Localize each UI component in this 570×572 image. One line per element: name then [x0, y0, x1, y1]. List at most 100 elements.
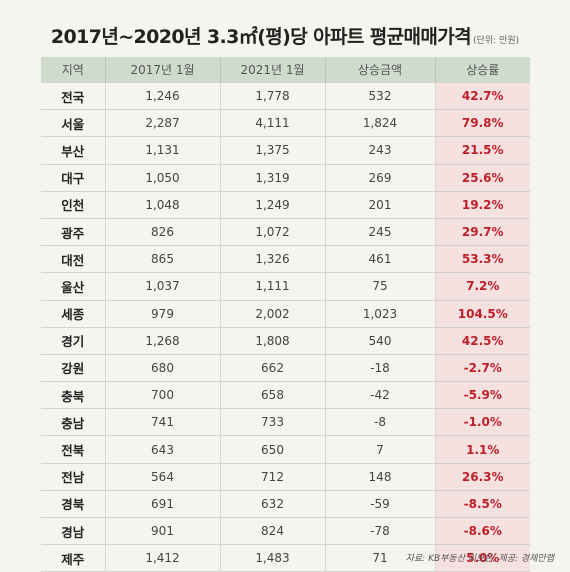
increase-amount-cell: 1,824	[325, 109, 436, 138]
table-row: 경북 691 632 -59 -8.5%	[41, 490, 530, 519]
region-cell: 전북	[41, 435, 106, 464]
table-row: 전북 643 650 7 1.1%	[41, 435, 530, 464]
increase-amount-cell: 532	[325, 81, 436, 111]
increase-rate-cell: 1.1%	[435, 435, 530, 464]
price-2021-cell: 632	[220, 490, 326, 519]
increase-rate-cell: 42.5%	[435, 327, 530, 355]
region-cell: 제주	[41, 544, 106, 572]
price-2017-cell: 1,412	[105, 544, 221, 572]
table-row: 경기 1,268 1,808 540 42.5%	[41, 327, 530, 355]
price-2021-cell: 1,111	[220, 272, 326, 301]
price-2021-cell: 662	[220, 354, 326, 383]
increase-amount-cell: -8	[325, 408, 436, 437]
page-title: 2017년~2020년 3.3㎡(평)당 아파트 평균매매가격 (단위: 만원)	[0, 22, 570, 49]
price-2021-cell: 1,778	[220, 81, 326, 111]
increase-amount-cell: -42	[325, 381, 436, 410]
table-row: 충남 741 733 -8 -1.0%	[41, 408, 530, 437]
price-2021-cell: 1,319	[220, 164, 326, 192]
price-2017-cell: 826	[105, 218, 221, 247]
increase-rate-cell: 21.5%	[435, 136, 530, 165]
price-2021-cell: 1,326	[220, 245, 326, 274]
increase-rate-cell: -8.5%	[435, 490, 530, 519]
table-row: 경남 901 824 -78 -8.6%	[41, 517, 530, 546]
price-2021-cell: 658	[220, 381, 326, 410]
price-2021-cell: 1,072	[220, 218, 326, 247]
table-header: 지역 2017년 1월 2021년 1월 상승금액 상승률	[41, 57, 530, 83]
table-row: 광주 826 1,072 245 29.7%	[41, 218, 530, 247]
region-cell: 전남	[41, 463, 106, 491]
table-row: 전남 564 712 148 26.3%	[41, 463, 530, 491]
increase-rate-cell: 104.5%	[435, 300, 530, 328]
increase-rate-cell: 79.8%	[435, 109, 530, 138]
increase-rate-cell: 19.2%	[435, 191, 530, 219]
increase-rate-cell: -8.6%	[435, 517, 530, 546]
table-row: 충북 700 658 -42 -5.9%	[41, 381, 530, 410]
price-2017-cell: 901	[105, 517, 221, 546]
increase-amount-cell: -78	[325, 517, 436, 546]
header-increase-amount: 상승금액	[325, 57, 436, 83]
table-row: 인천 1,048 1,249 201 19.2%	[41, 191, 530, 219]
price-2017-cell: 1,048	[105, 191, 221, 219]
header-2021: 2021년 1월	[220, 57, 326, 83]
source-note: 자료: KB부동산 리브온, 제공: 경제만랩	[405, 554, 554, 564]
increase-rate-cell: 53.3%	[435, 245, 530, 274]
price-table: 지역 2017년 1월 2021년 1월 상승금액 상승률 전국 1,246 1,7…	[41, 57, 530, 572]
increase-amount-cell: 75	[325, 272, 436, 301]
price-2021-cell: 1,483	[220, 544, 326, 572]
increase-amount-cell: 201	[325, 191, 436, 219]
increase-amount-cell: 243	[325, 136, 436, 165]
increase-amount-cell: 269	[325, 164, 436, 192]
region-cell: 대구	[41, 164, 106, 192]
price-2021-cell: 824	[220, 517, 326, 546]
header-row: 지역 2017년 1월 2021년 1월 상승금액 상승률	[41, 57, 530, 83]
price-2017-cell: 865	[105, 245, 221, 274]
price-2017-cell: 643	[105, 435, 221, 464]
price-2021-cell: 650	[220, 435, 326, 464]
title-main: 2017년~2020년 3.3㎡(평)당 아파트 평균매매가격	[50, 26, 472, 48]
table-body: 전국 1,246 1,778 532 42.7% 서울 2,287 4,111 1,824 79.…	[41, 81, 530, 572]
region-cell: 경남	[41, 517, 106, 546]
table-row: 세종 979 2,002 1,023 104.5%	[41, 300, 530, 328]
table-row: 대구 1,050 1,319 269 25.6%	[41, 164, 530, 192]
region-cell: 충북	[41, 381, 106, 410]
price-2021-cell: 4,111	[220, 109, 326, 138]
price-2017-cell: 700	[105, 381, 221, 410]
header-2017: 2017년 1월	[105, 57, 221, 83]
region-cell: 충남	[41, 408, 106, 437]
table-row: 강원 680 662 -18 -2.7%	[41, 354, 530, 383]
increase-rate-cell: 42.7%	[435, 81, 530, 111]
price-2021-cell: 2,002	[220, 300, 326, 328]
increase-rate-cell: -5.9%	[435, 381, 530, 410]
price-2021-cell: 1,808	[220, 327, 326, 355]
increase-amount-cell: 245	[325, 218, 436, 247]
price-2021-cell: 733	[220, 408, 326, 437]
price-2017-cell: 2,287	[105, 109, 221, 138]
price-2017-cell: 1,131	[105, 136, 221, 165]
price-2017-cell: 979	[105, 300, 221, 328]
region-cell: 경기	[41, 327, 106, 355]
increase-rate-cell: 25.6%	[435, 164, 530, 192]
table-row: 전국 1,246 1,778 532 42.7%	[41, 81, 530, 111]
increase-amount-cell: -59	[325, 490, 436, 519]
increase-rate-cell: 26.3%	[435, 463, 530, 491]
price-2017-cell: 680	[105, 354, 221, 383]
region-cell: 경북	[41, 490, 106, 519]
header-increase-rate: 상승률	[435, 57, 530, 83]
increase-rate-cell: -2.7%	[435, 354, 530, 383]
region-cell: 부산	[41, 136, 106, 165]
region-cell: 서울	[41, 109, 106, 138]
region-cell: 인천	[41, 191, 106, 219]
price-2017-cell: 564	[105, 463, 221, 491]
price-2017-cell: 1,037	[105, 272, 221, 301]
increase-rate-cell: 29.7%	[435, 218, 530, 247]
price-2017-cell: 1,246	[105, 81, 221, 111]
table-row: 서울 2,287 4,111 1,824 79.8%	[41, 109, 530, 138]
increase-amount-cell: 461	[325, 245, 436, 274]
table-row: 부산 1,131 1,375 243 21.5%	[41, 136, 530, 165]
region-cell: 대전	[41, 245, 106, 274]
price-2017-cell: 1,268	[105, 327, 221, 355]
price-2021-cell: 712	[220, 463, 326, 491]
increase-amount-cell: 540	[325, 327, 436, 355]
increase-rate-cell: -1.0%	[435, 408, 530, 437]
price-2017-cell: 741	[105, 408, 221, 437]
